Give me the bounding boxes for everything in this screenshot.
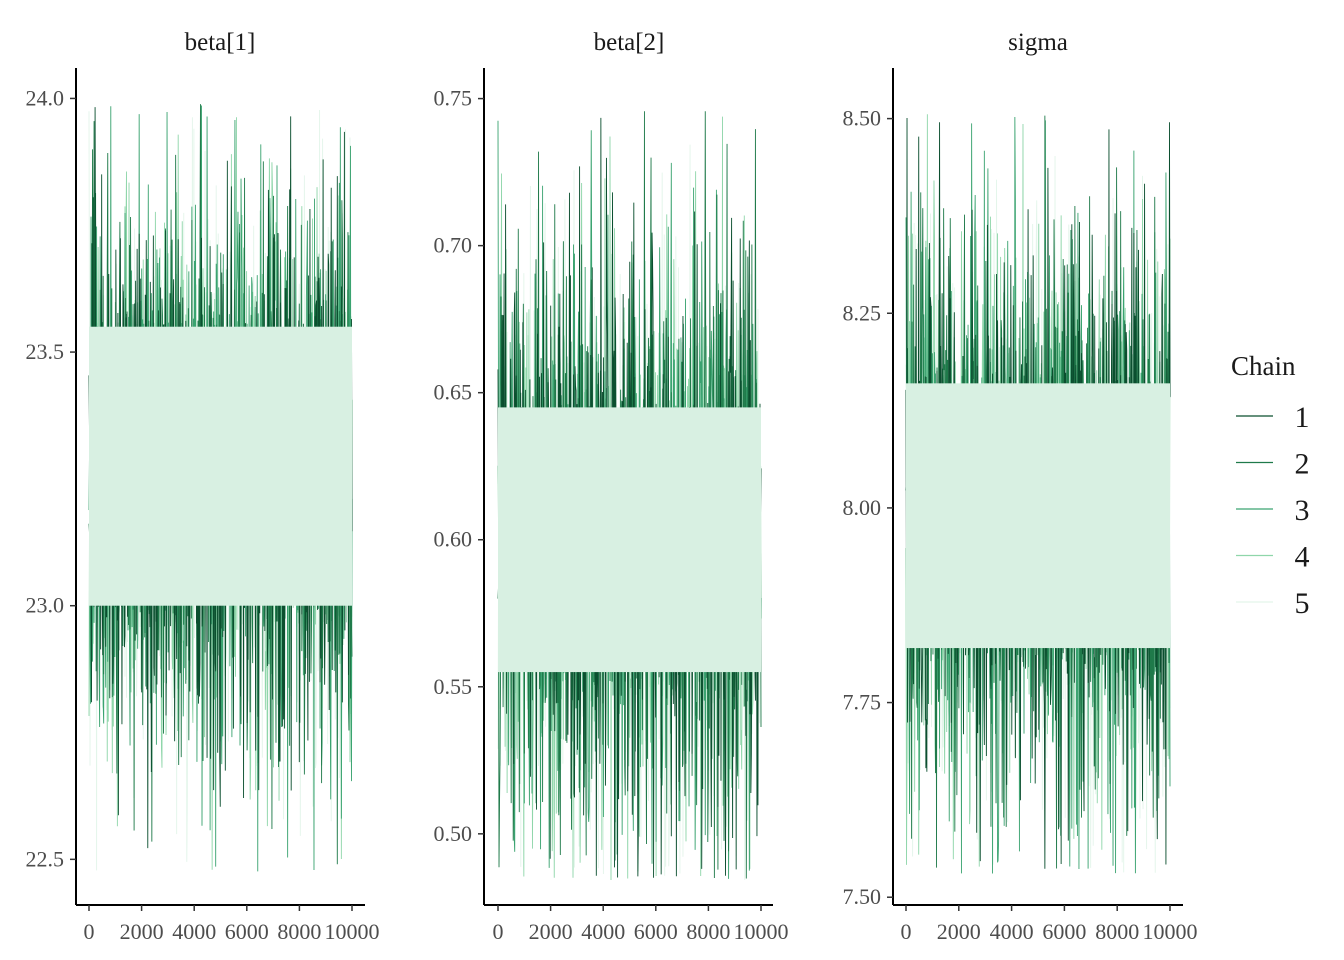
- y-tick-label: 8.00: [843, 495, 882, 520]
- legend-item: 1: [1236, 401, 1310, 434]
- x-tick-label: 4000: [581, 919, 625, 944]
- panel-2: beta[2] 0.50 0.55 0.60 0.65 0.70 0.75 0 2000 4000…: [434, 29, 789, 944]
- legend-label: 3: [1295, 494, 1310, 527]
- panel-title: sigma: [1008, 29, 1068, 56]
- x-tick-label: 4000: [990, 919, 1034, 944]
- y-tick-label: 0.60: [434, 527, 473, 552]
- x-tick-label: 8000: [686, 919, 730, 944]
- legend-label: 5: [1295, 587, 1310, 620]
- x-tick-label: 2000: [120, 919, 164, 944]
- x-tick-label: 4000: [172, 919, 216, 944]
- y-tick-label: 0.65: [434, 380, 473, 405]
- panels: beta[1] 22.5 23.0 23.5 24.0 0 2000 4000 6000 8000…: [26, 29, 1198, 944]
- x-tick-label: 10000: [325, 919, 380, 944]
- legend: Chain 1 2 3 4 5: [1231, 351, 1310, 620]
- x-tick-label: 6000: [225, 919, 269, 944]
- y-tick-label: 0.70: [434, 233, 473, 258]
- legend-item: 5: [1236, 587, 1310, 620]
- x-tick-label: 2000: [529, 919, 573, 944]
- legend-label: 1: [1295, 401, 1310, 434]
- panel-3: sigma 7.50 7.75 8.00 8.25 8.50 0 2000 4000 6000 80…: [843, 29, 1198, 944]
- y-tick-label: 0.55: [434, 674, 473, 699]
- y-tick-label: 7.75: [843, 690, 882, 715]
- legend-item: 4: [1236, 541, 1310, 574]
- panel-1: beta[1] 22.5 23.0 23.5 24.0 0 2000 4000 6000 8000…: [26, 29, 380, 944]
- y-tick-label: 0.50: [434, 821, 473, 846]
- overplotted-band: [906, 383, 1170, 649]
- x-tick-label: 2000: [937, 919, 981, 944]
- x-tick-label: 0: [493, 919, 504, 944]
- panel-title: beta[2]: [594, 29, 665, 56]
- legend-label: 2: [1295, 448, 1310, 481]
- y-tick-label: 0.75: [434, 86, 473, 111]
- y-tick-label: 24.0: [26, 85, 65, 110]
- legend-item: 2: [1236, 448, 1310, 481]
- x-tick-label: 10000: [1143, 919, 1198, 944]
- y-tick-label: 23.5: [26, 339, 65, 364]
- x-tick-label: 10000: [734, 919, 789, 944]
- x-tick-label: 8000: [277, 919, 321, 944]
- y-tick-label: 8.50: [843, 106, 882, 131]
- panel-title: beta[1]: [185, 29, 256, 56]
- x-tick-label: 8000: [1095, 919, 1139, 944]
- legend-item: 3: [1236, 494, 1310, 527]
- x-tick-label: 0: [901, 919, 912, 944]
- legend-label: 4: [1295, 541, 1310, 574]
- legend-title: Chain: [1231, 351, 1296, 381]
- y-tick-label: 22.5: [26, 846, 65, 871]
- y-tick-label: 23.0: [26, 593, 65, 618]
- x-tick-label: 6000: [1042, 919, 1086, 944]
- y-tick-label: 8.25: [843, 300, 882, 325]
- overplotted-band: [498, 407, 761, 673]
- x-tick-label: 6000: [634, 919, 678, 944]
- y-tick-label: 7.50: [843, 884, 882, 909]
- overplotted-band: [89, 326, 352, 606]
- x-tick-label: 0: [84, 919, 95, 944]
